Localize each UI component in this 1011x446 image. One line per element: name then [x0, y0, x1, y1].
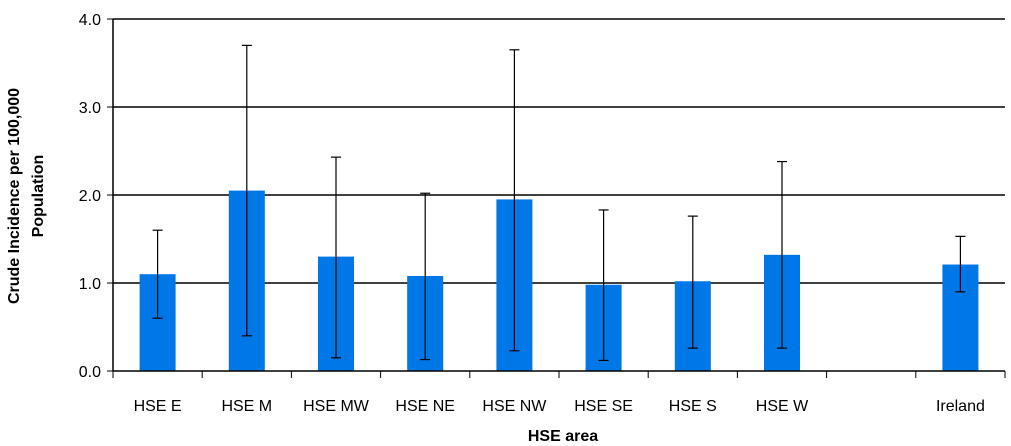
- axes: [107, 18, 1006, 378]
- error-bar: [777, 160, 787, 349]
- error-bar: [241, 44, 252, 337]
- y-tick-labels: 0.0 1.0 2.0 3.0 4.0: [79, 12, 101, 381]
- y-tick-label: 1.0: [79, 276, 101, 293]
- y-tick-label: 3.0: [79, 100, 101, 117]
- bars: [139, 190, 979, 371]
- error-bar: [955, 235, 966, 293]
- error-bar: [687, 215, 698, 349]
- x-tick-label: HSE SE: [574, 398, 633, 415]
- error-bar: [152, 229, 163, 319]
- x-tick-label: HSE MW: [303, 398, 370, 415]
- y-tick-label: 2.0: [79, 188, 101, 205]
- x-tick-label: Ireland: [936, 398, 985, 415]
- y-axis-title: Crude Incidence per 100,000 Population: [6, 88, 47, 304]
- x-tick-label: HSE S: [669, 398, 717, 415]
- error-bar: [331, 156, 341, 359]
- x-tick-label: HSE NE: [395, 398, 455, 415]
- y-axis-title-line-2: Population: [30, 155, 47, 238]
- y-tick-label: 0.0: [79, 364, 101, 381]
- x-tick-label: HSE W: [756, 398, 809, 415]
- x-tick-label: HSE M: [221, 398, 272, 415]
- x-tick-label: HSE NW: [482, 398, 547, 415]
- x-axis-title: HSE area: [528, 428, 598, 445]
- x-tick-labels: HSE E HSE M HSE MW HSE NE HSE NW HSE SE HSE S H…: [134, 398, 985, 415]
- error-bars: [152, 44, 966, 362]
- error-bar: [598, 209, 609, 362]
- x-tick-label: HSE E: [134, 398, 182, 415]
- error-bar: [509, 49, 520, 352]
- y-tick-label: 4.0: [79, 12, 101, 29]
- error-bar: [420, 192, 431, 361]
- y-axis-title-line-1: Crude Incidence per 100,000: [6, 88, 23, 304]
